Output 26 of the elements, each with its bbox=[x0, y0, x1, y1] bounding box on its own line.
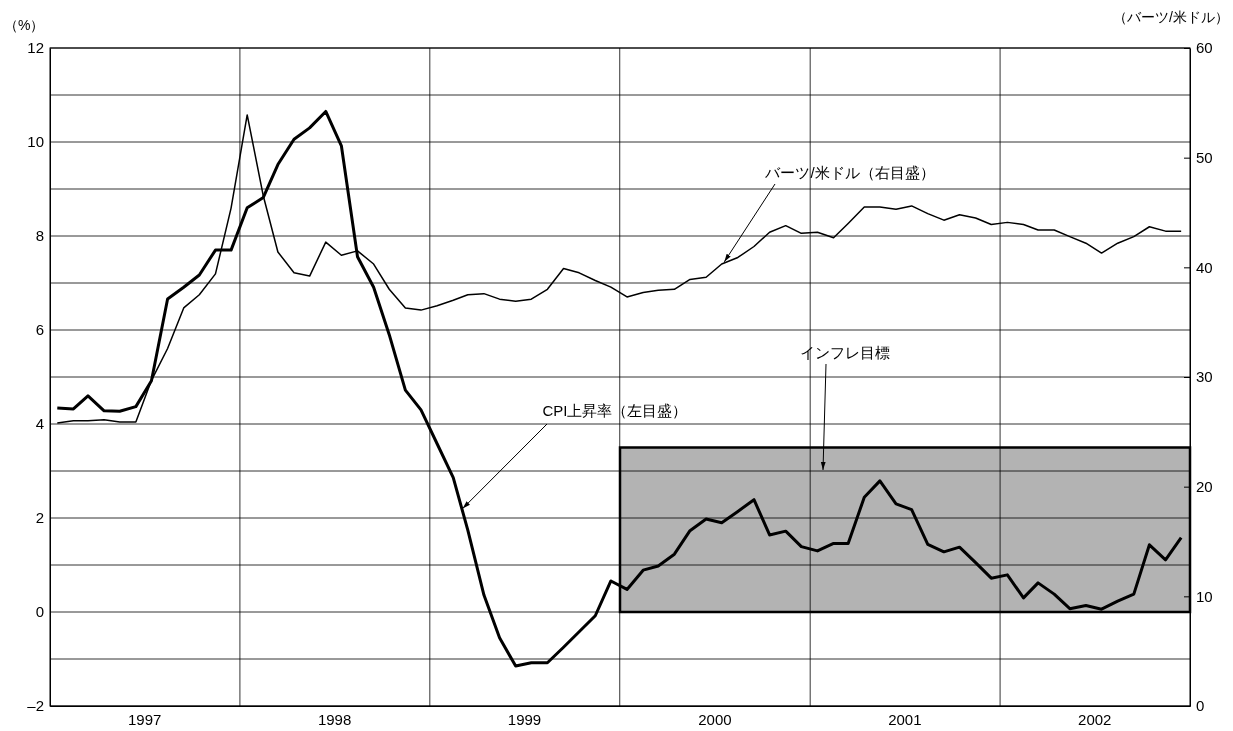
y2-tick-label: 20 bbox=[1196, 477, 1213, 495]
x-tick-label: 1997 bbox=[127, 710, 162, 728]
y-axis-title: （%） bbox=[4, 17, 45, 33]
y2-tick-label: 40 bbox=[1196, 258, 1213, 276]
x-tick-label: 2001 bbox=[888, 710, 922, 728]
y2-tick-label: 60 bbox=[1196, 39, 1213, 57]
x-tick-label: 1999 bbox=[507, 710, 542, 728]
y-tick-label: 0 bbox=[35, 603, 44, 621]
band-label: インフレ目標 bbox=[800, 344, 890, 361]
x-tick-label: 2000 bbox=[698, 710, 732, 728]
y-tick-label: 6 bbox=[35, 321, 44, 339]
y2-tick-label: 0 bbox=[1196, 697, 1205, 715]
annotation: バーツ/米ドル（右目盛） bbox=[764, 164, 935, 181]
x-tick-label: 1998 bbox=[317, 710, 352, 728]
y-tick-label: –2 bbox=[27, 697, 44, 715]
y2-tick-label: 10 bbox=[1196, 587, 1213, 605]
y2-axis-title: （バーツ/米ドル） bbox=[1113, 9, 1229, 25]
y-tick-label: 4 bbox=[35, 415, 44, 433]
y2-tick-label: 30 bbox=[1196, 368, 1213, 386]
y-tick-label: 2 bbox=[35, 509, 44, 527]
annotation: CPI上昇率（左目盛） bbox=[542, 402, 688, 419]
y2-tick-label: 50 bbox=[1196, 148, 1213, 166]
y-tick-label: 8 bbox=[35, 227, 44, 245]
y-tick-label: 12 bbox=[27, 39, 44, 57]
x-tick-label: 2002 bbox=[1078, 710, 1112, 728]
y-tick-label: 10 bbox=[27, 133, 44, 151]
